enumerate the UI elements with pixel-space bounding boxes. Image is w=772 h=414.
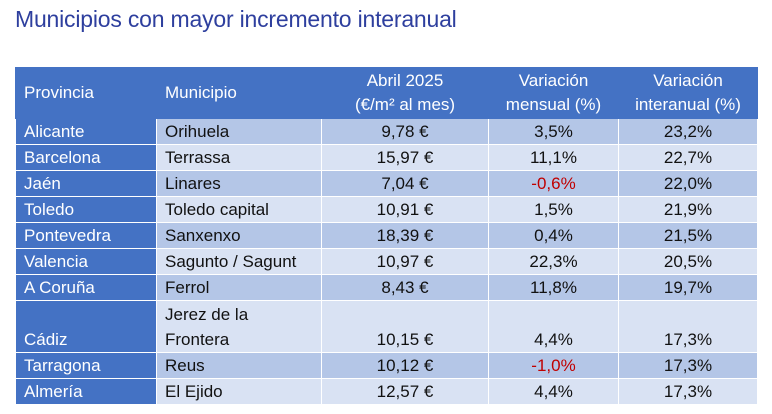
cell-precio: 7,04 € <box>321 170 489 197</box>
header-precio-line2: (€/m² al mes) <box>354 95 456 114</box>
cell-precio: 9,78 € <box>321 118 489 145</box>
cell-provincia: Cádiz <box>15 300 157 353</box>
table-row: Jaén Linares 7,04 € -0,6% 22,0% <box>15 170 758 197</box>
cell-municipio-line1: Jerez de la <box>165 305 249 324</box>
cell-interanual: 17,3% <box>618 352 758 379</box>
cell-provincia: Alicante <box>15 118 157 145</box>
header-precio-line1: Abril 2025 <box>366 71 444 90</box>
header-precio: Abril 2025 (€/m² al mes) <box>321 67 489 119</box>
page-title: Municipios con mayor incremento interanu… <box>15 6 457 32</box>
cell-interanual: 17,3% <box>618 300 758 353</box>
table-row: Pontevedra Sanxenxo 18,39 € 0,4% 21,5% <box>15 222 758 249</box>
data-table: Provincia Municipio Abril 2025 (€/m² al … <box>15 67 758 405</box>
cell-municipio-line2: Frontera <box>165 330 230 349</box>
header-mensual-line1: Variación <box>518 71 589 90</box>
cell-mensual: 4,4% <box>488 300 619 353</box>
cell-precio: 12,57 € <box>321 378 489 405</box>
cell-municipio: Orihuela <box>156 118 322 145</box>
cell-provincia: Tarragona <box>15 352 157 379</box>
table-row: A Coruña Ferrol 8,43 € 11,8% 19,7% <box>15 274 758 301</box>
cell-provincia: Almería <box>15 378 157 405</box>
cell-municipio: Linares <box>156 170 322 197</box>
cell-interanual: 17,3% <box>618 378 758 405</box>
cell-precio: 10,12 € <box>321 352 489 379</box>
cell-provincia: Jaén <box>15 170 157 197</box>
cell-interanual: 23,2% <box>618 118 758 145</box>
header-provincia: Provincia <box>15 67 157 119</box>
cell-municipio: El Ejido <box>156 378 322 405</box>
cell-municipio: Reus <box>156 352 322 379</box>
cell-precio: 10,91 € <box>321 196 489 223</box>
header-mensual-line2: mensual (%) <box>505 95 602 114</box>
cell-precio: 18,39 € <box>321 222 489 249</box>
cell-mensual: 1,5% <box>488 196 619 223</box>
cell-precio: 15,97 € <box>321 144 489 171</box>
cell-mensual: 22,3% <box>488 248 619 275</box>
cell-municipio: Sagunto / Sagunt <box>156 248 322 275</box>
cell-municipio: Jerez de la Frontera <box>156 300 322 353</box>
cell-precio: 10,15 € <box>321 300 489 353</box>
table-row: Alicante Orihuela 9,78 € 3,5% 23,2% <box>15 118 758 145</box>
table-row: Toledo Toledo capital 10,91 € 1,5% 21,9% <box>15 196 758 223</box>
cell-interanual: 22,7% <box>618 144 758 171</box>
cell-provincia: Barcelona <box>15 144 157 171</box>
cell-provincia: A Coruña <box>15 274 157 301</box>
cell-mensual-negative: -0,6% <box>488 170 619 197</box>
cell-precio: 10,97 € <box>321 248 489 275</box>
cell-mensual: 0,4% <box>488 222 619 249</box>
cell-municipio: Sanxenxo <box>156 222 322 249</box>
cell-municipio: Toledo capital <box>156 196 322 223</box>
cell-mensual: 11,8% <box>488 274 619 301</box>
cell-provincia: Toledo <box>15 196 157 223</box>
table-row: Cádiz Jerez de la Frontera 10,15 € 4,4% … <box>15 300 758 353</box>
table-row: Tarragona Reus 10,12 € -1,0% 17,3% <box>15 352 758 379</box>
cell-municipio: Ferrol <box>156 274 322 301</box>
header-municipio: Municipio <box>156 67 322 119</box>
cell-mensual: 4,4% <box>488 378 619 405</box>
header-interanual: Variación interanual (%) <box>618 67 758 119</box>
table-row: Almería El Ejido 12,57 € 4,4% 17,3% <box>15 378 758 405</box>
header-interanual-line2: interanual (%) <box>635 95 741 114</box>
cell-interanual: 20,5% <box>618 248 758 275</box>
cell-interanual: 22,0% <box>618 170 758 197</box>
table-row: Barcelona Terrassa 15,97 € 11,1% 22,7% <box>15 144 758 171</box>
cell-provincia: Pontevedra <box>15 222 157 249</box>
cell-precio: 8,43 € <box>321 274 489 301</box>
table-row: Valencia Sagunto / Sagunt 10,97 € 22,3% … <box>15 248 758 275</box>
header-interanual-line1: Variación <box>653 71 723 90</box>
cell-interanual: 21,5% <box>618 222 758 249</box>
cell-mensual: 3,5% <box>488 118 619 145</box>
header-row: Provincia Municipio Abril 2025 (€/m² al … <box>15 67 758 119</box>
cell-provincia: Valencia <box>15 248 157 275</box>
cell-interanual: 21,9% <box>618 196 758 223</box>
cell-mensual-negative: -1,0% <box>488 352 619 379</box>
header-mensual: Variación mensual (%) <box>488 67 619 119</box>
cell-municipio: Terrassa <box>156 144 322 171</box>
cell-mensual: 11,1% <box>488 144 619 171</box>
cell-interanual: 19,7% <box>618 274 758 301</box>
